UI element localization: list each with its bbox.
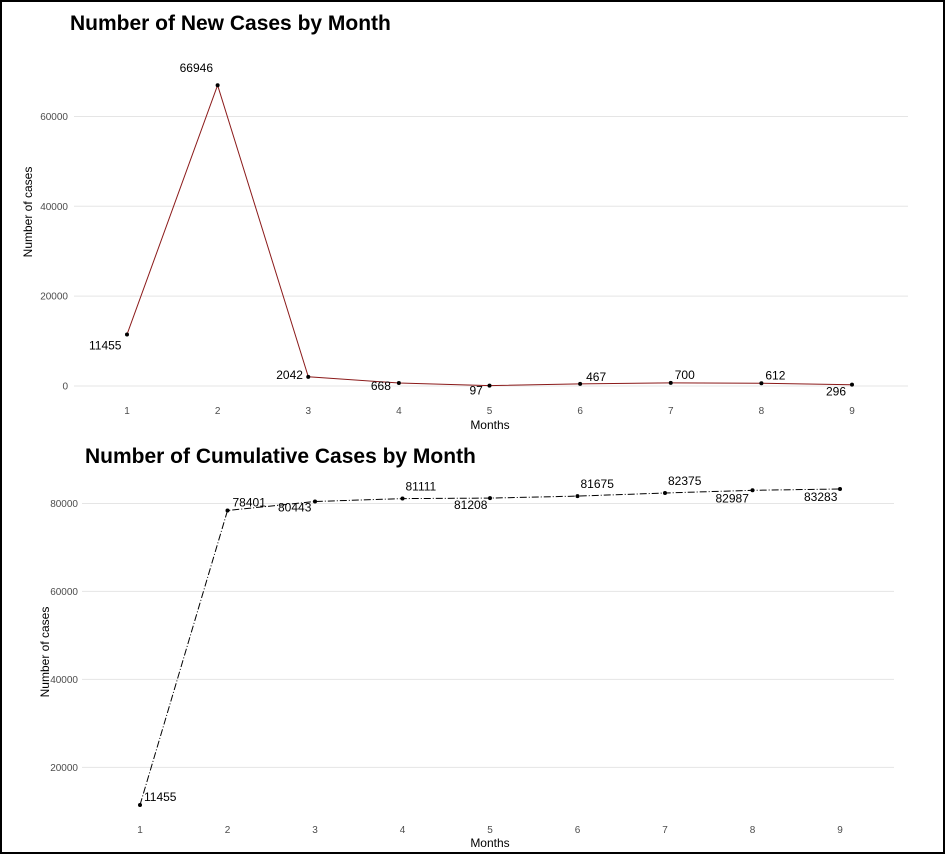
data-point xyxy=(488,496,492,501)
data-point xyxy=(487,383,492,388)
data-point xyxy=(838,487,842,491)
x-tick-label: 1 xyxy=(124,406,130,417)
x-tick-label: 8 xyxy=(750,825,756,836)
x-tick-label: 3 xyxy=(312,825,318,836)
data-label: 81675 xyxy=(581,477,615,491)
x-tick-label: 1 xyxy=(137,825,143,836)
data-point xyxy=(578,381,583,386)
x-tick-label: 3 xyxy=(305,406,311,417)
chart-title: Number of New Cases by Month xyxy=(70,12,391,35)
y-tick-label: 20000 xyxy=(40,292,68,303)
data-point xyxy=(138,803,142,807)
data-label: 97 xyxy=(470,384,484,398)
series xyxy=(138,487,842,807)
chart-title: Number of Cumulative Cases by Month xyxy=(85,445,476,468)
y-axis-title: Number of cases xyxy=(38,607,52,698)
series xyxy=(125,83,854,388)
data-point xyxy=(125,332,129,337)
data-point xyxy=(668,380,673,385)
x-tick-label: 6 xyxy=(575,825,581,836)
x-tick-label: 8 xyxy=(759,406,765,417)
data-label: 66946 xyxy=(180,61,214,75)
data-label: 81208 xyxy=(454,498,488,512)
data-label: 83283 xyxy=(804,490,838,504)
x-axis-title: Months xyxy=(470,836,509,850)
x-tick-label: 2 xyxy=(225,825,231,836)
y-tick-label: 20000 xyxy=(50,763,78,774)
data-label: 700 xyxy=(675,368,695,382)
y-tick-label: 60000 xyxy=(40,112,68,123)
data-label: 82375 xyxy=(668,474,702,488)
data-label: 11455 xyxy=(144,790,177,804)
data-point xyxy=(750,488,755,493)
data-point xyxy=(575,494,580,499)
data-label: 81111 xyxy=(406,480,437,494)
data-point xyxy=(225,508,230,513)
gridlines xyxy=(74,115,908,387)
data-label: 612 xyxy=(765,368,785,382)
data-label: 2042 xyxy=(276,368,303,382)
data-label: 668 xyxy=(371,379,391,393)
cumulative-cases-chart: Number of Cumulative Cases by Month 2000… xyxy=(38,445,894,850)
x-tick-label: 5 xyxy=(487,406,493,417)
data-label: 82987 xyxy=(716,491,750,505)
data-labels: 11455 78401 80443 81111 81208 81675 82375 82987… xyxy=(144,474,838,804)
data-label: 296 xyxy=(826,385,846,399)
y-tick-label: 80000 xyxy=(50,499,78,510)
x-tick-label: 7 xyxy=(662,825,668,836)
x-tick-label: 9 xyxy=(837,825,843,836)
x-tick-labels: 1 2 3 4 5 6 7 8 9 xyxy=(137,825,843,836)
x-tick-label: 2 xyxy=(215,406,221,417)
data-point xyxy=(850,382,854,387)
data-point xyxy=(215,83,220,88)
data-point xyxy=(306,374,311,379)
new-cases-chart: Number of New Cases by Month 0 20000 40000… xyxy=(21,12,908,432)
data-point xyxy=(313,499,317,504)
y-tick-label: 0 xyxy=(62,382,68,393)
data-label: 467 xyxy=(586,370,606,384)
data-point xyxy=(400,496,405,501)
gridlines xyxy=(82,502,894,768)
data-label: 11455 xyxy=(89,339,122,353)
y-tick-label: 40000 xyxy=(40,202,68,213)
x-tick-label: 4 xyxy=(396,406,402,417)
series-line xyxy=(126,83,853,387)
series-line xyxy=(139,488,841,806)
y-tick-label: 60000 xyxy=(50,587,78,598)
x-tick-label: 4 xyxy=(400,825,406,836)
data-point xyxy=(396,380,401,385)
x-tick-labels: 1 2 3 4 5 6 7 8 9 xyxy=(124,406,855,417)
x-axis-title: Months xyxy=(470,418,509,432)
y-tick-labels: 20000 40000 60000 80000 xyxy=(50,499,78,774)
data-point xyxy=(663,490,667,495)
y-tick-labels: 0 20000 40000 60000 xyxy=(40,112,68,393)
x-tick-label: 9 xyxy=(849,406,855,417)
y-tick-label: 40000 xyxy=(50,675,78,686)
data-label: 78401 xyxy=(233,495,267,509)
x-tick-label: 7 xyxy=(668,406,674,417)
x-tick-label: 5 xyxy=(487,825,493,836)
data-label: 80443 xyxy=(278,500,312,514)
y-axis-title: Number of cases xyxy=(21,167,35,258)
x-tick-label: 6 xyxy=(577,406,583,417)
data-labels: 11455 66946 2042 668 97 467 700 612 296 xyxy=(89,61,846,398)
data-point xyxy=(759,381,764,386)
